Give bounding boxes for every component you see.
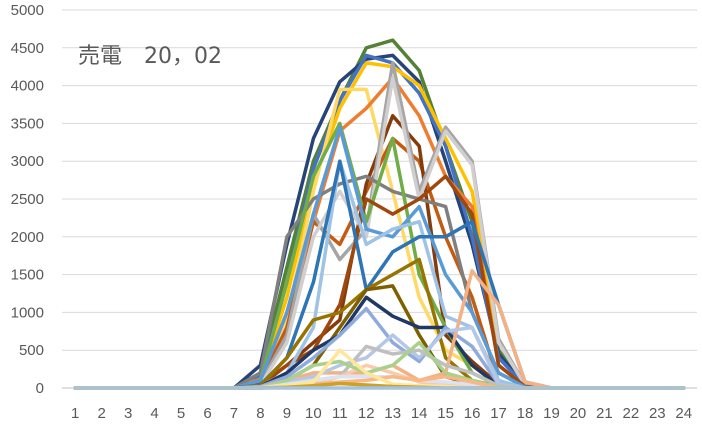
- chart-title: 売電 20，02: [78, 44, 222, 69]
- x-tick-label: 16: [464, 405, 481, 422]
- x-tick-label: 6: [203, 405, 211, 422]
- series-line-18: [73, 284, 686, 390]
- x-tick-label: 21: [596, 405, 613, 422]
- x-tick-label: 4: [150, 405, 158, 422]
- y-tick-label: 5000: [11, 2, 44, 19]
- y-tick-label: 1500: [11, 267, 44, 284]
- series-lines: [73, 38, 686, 390]
- x-tick-label: 3: [124, 405, 132, 422]
- series-line-23: [73, 344, 686, 390]
- series-line-3: [73, 53, 686, 390]
- x-tick-label: 23: [649, 405, 666, 422]
- x-tick-label: 5: [177, 405, 185, 422]
- y-tick-label: 4000: [11, 78, 44, 95]
- x-tick-label: 10: [305, 405, 322, 422]
- x-axis: 1 2 3 4 5 6 7 8 9 10 11 12 13 14 15 16 17 18 19 20 21 22 23 24: [62, 387, 697, 422]
- x-tick-label: 19: [543, 405, 560, 422]
- y-tick-label: 1000: [11, 304, 44, 321]
- x-tick-label: 15: [437, 405, 454, 422]
- x-tick-label: 18: [517, 405, 534, 422]
- series-line-4: [73, 61, 686, 390]
- y-tick-label: 2000: [11, 229, 44, 246]
- x-tick-label: 14: [411, 405, 428, 422]
- series-line-9: [73, 61, 686, 390]
- y-tick-label: 2500: [11, 191, 44, 208]
- x-tick-label: 1: [71, 405, 79, 422]
- y-axis: 0 500 1000 1500 2000 2500 3000 3500 4000 4500 5000: [11, 2, 44, 397]
- x-tick-label: 2: [98, 405, 106, 422]
- x-tick-label: 12: [358, 405, 375, 422]
- x-tick-label: 20: [570, 405, 587, 422]
- x-tick-label: 24: [675, 405, 692, 422]
- y-tick-label: 500: [19, 342, 44, 359]
- series-line-19: [73, 295, 686, 390]
- x-tick-label: 13: [384, 405, 401, 422]
- x-tick-label: 22: [623, 405, 640, 422]
- x-tick-label: 7: [230, 405, 238, 422]
- y-tick-label: 0: [36, 380, 44, 397]
- series-line-2: [73, 53, 686, 390]
- y-tick-label: 3500: [11, 115, 44, 132]
- y-tick-label: 3000: [11, 153, 44, 170]
- x-tick-label: 17: [490, 405, 507, 422]
- x-tick-label: 11: [332, 405, 348, 422]
- x-tick-label: 8: [256, 405, 264, 422]
- y-tick-label: 4500: [11, 40, 44, 57]
- x-tick-label: 9: [283, 405, 291, 422]
